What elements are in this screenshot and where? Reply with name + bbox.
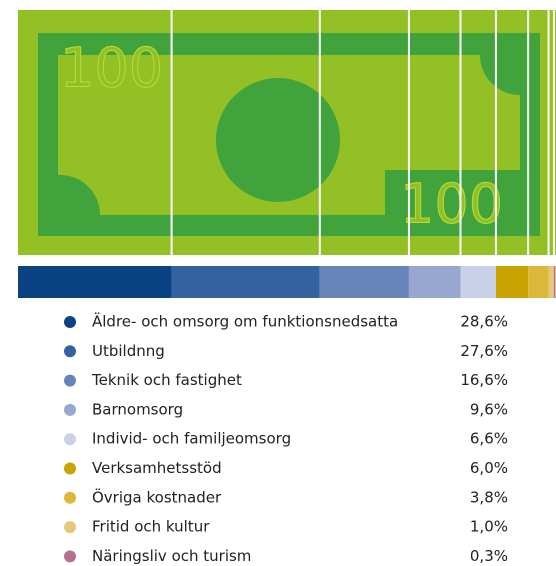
legend-dot: [64, 491, 76, 504]
value-label: 27,6%: [460, 342, 508, 360]
legend-dot: [64, 403, 76, 416]
value-label: 6,6%: [470, 430, 508, 448]
bar-segment: [460, 266, 496, 298]
bar-segment: [495, 266, 529, 298]
bar-segment: [548, 266, 554, 298]
legend-label: Utbildnng: [92, 342, 165, 360]
bar-segment: [528, 266, 549, 298]
value-label: 3,8%: [470, 488, 508, 506]
legend-label: Fritid och kultur: [92, 518, 210, 536]
legend-dot: [64, 462, 76, 475]
bar-segment: [18, 266, 172, 298]
legend-label: Äldre- och omsorg om funktionsnedsatta: [92, 312, 398, 331]
value-label: 6,0%: [470, 459, 508, 477]
legend-dot: [64, 550, 76, 563]
legend-dot: [64, 521, 76, 534]
legend-dot: [64, 433, 76, 446]
value-label: 28,6%: [460, 313, 508, 331]
legend-label: Verksamhetsstöd: [92, 459, 222, 477]
legend-label: Näringsliv och turism: [92, 547, 251, 565]
value-label: 16,6%: [460, 371, 508, 389]
value-label: 0,3%: [470, 547, 508, 565]
legend-label: Teknik och fastighet: [91, 371, 242, 389]
value-label: 9,6%: [470, 400, 508, 418]
legend-label: Barnomsorg: [92, 400, 183, 418]
bar-segment: [319, 266, 409, 298]
legend-dot: [64, 316, 76, 328]
legend-label: Övriga kostnader: [92, 487, 222, 506]
value-label: 1,0%: [470, 518, 508, 536]
bar-segment: [408, 266, 461, 298]
bar-segment: [171, 266, 320, 298]
bar-segment: [553, 266, 556, 298]
banknote: 100 100: [18, 10, 556, 255]
note-circle: [216, 78, 340, 202]
note-label: 100: [60, 37, 163, 100]
legend-dot: [64, 345, 76, 358]
legend-dot: [64, 374, 76, 387]
legend-label: Individ- och familjeomsorg: [92, 430, 291, 448]
note-label: 100: [400, 173, 503, 236]
